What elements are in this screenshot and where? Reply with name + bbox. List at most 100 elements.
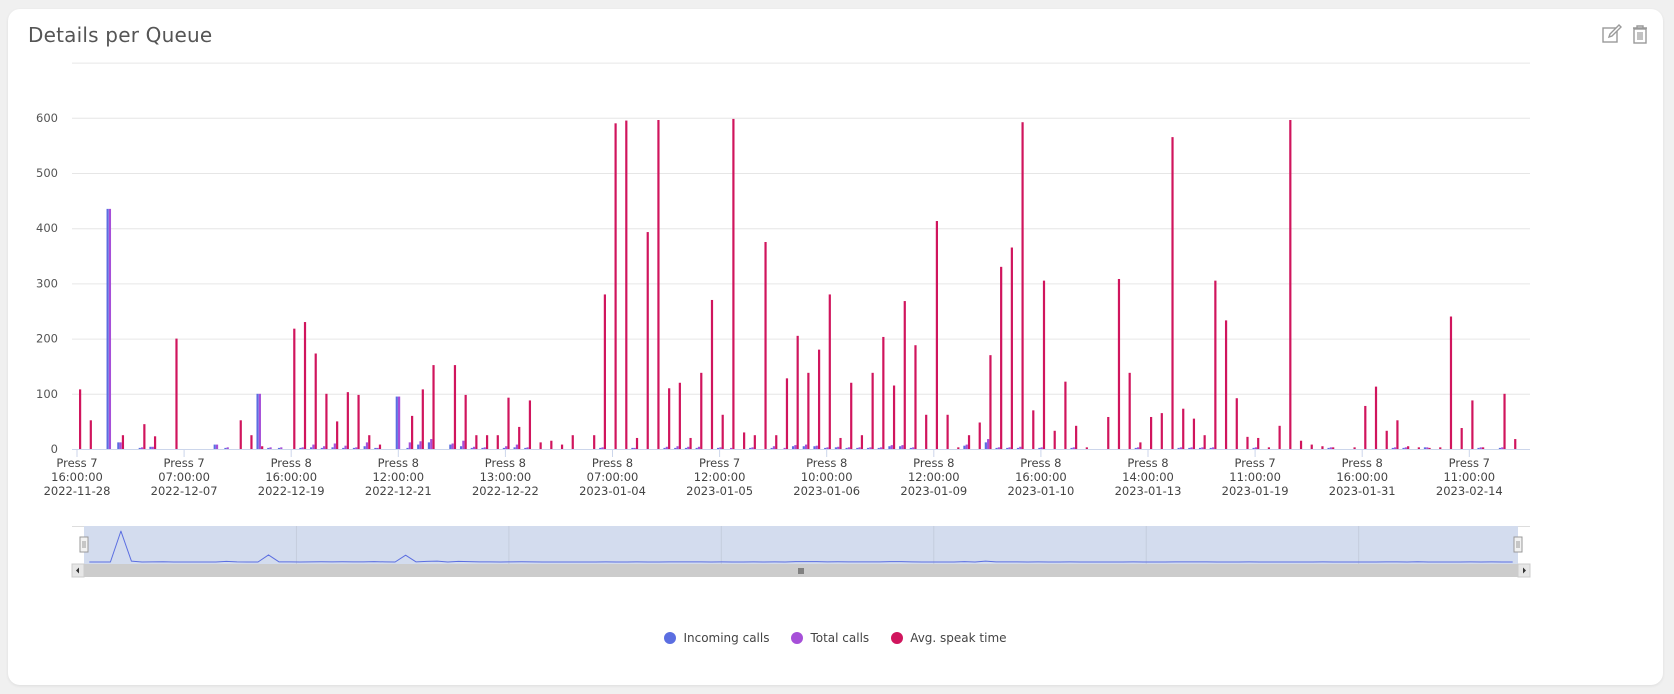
bar-total-calls[interactable] <box>1394 447 1397 449</box>
bar-total-calls[interactable] <box>323 446 326 449</box>
bar-total-calls[interactable] <box>430 439 433 449</box>
bar-avg-speak-time[interactable] <box>743 432 746 449</box>
bar-avg-speak-time[interactable] <box>753 435 756 449</box>
bar-total-calls[interactable] <box>1179 447 1183 449</box>
bar-total-calls[interactable] <box>483 447 486 449</box>
bar-total-calls[interactable] <box>226 447 229 449</box>
bar-avg-speak-time[interactable] <box>892 385 896 449</box>
bar-avg-speak-time[interactable] <box>1192 418 1196 449</box>
bar-avg-speak-time[interactable] <box>475 435 478 449</box>
bar-avg-speak-time[interactable] <box>336 421 339 449</box>
bar-avg-speak-time[interactable] <box>957 447 960 449</box>
bar-incoming-calls[interactable] <box>1016 447 1020 449</box>
bar-avg-speak-time[interactable] <box>785 378 789 449</box>
trash-icon[interactable] <box>1629 23 1651 45</box>
bar-avg-speak-time[interactable] <box>1042 280 1046 449</box>
bar-avg-speak-time[interactable] <box>625 120 628 449</box>
bar-avg-speak-time[interactable] <box>571 435 574 449</box>
bar-avg-speak-time[interactable] <box>807 372 810 449</box>
bar-total-calls[interactable] <box>719 447 722 449</box>
bar-avg-speak-time[interactable] <box>657 120 660 450</box>
bar-incoming-calls[interactable] <box>417 444 420 449</box>
bar-total-calls[interactable] <box>280 447 283 449</box>
bar-total-calls[interactable] <box>258 393 261 449</box>
bar-incoming-calls[interactable] <box>631 447 634 449</box>
bar-incoming-calls[interactable] <box>352 447 356 449</box>
bar-avg-speak-time[interactable] <box>528 400 532 449</box>
bar-avg-speak-time[interactable] <box>1182 408 1185 449</box>
bar-incoming-calls[interactable] <box>213 444 216 449</box>
bar-avg-speak-time[interactable] <box>1150 416 1153 449</box>
bar-incoming-calls[interactable] <box>824 447 827 449</box>
bar-incoming-calls[interactable] <box>481 447 484 449</box>
bar-avg-speak-time[interactable] <box>903 301 906 449</box>
legend-item-avg[interactable]: Avg. speak time <box>891 631 1007 645</box>
bar-incoming-calls[interactable] <box>256 393 259 449</box>
bar-avg-speak-time[interactable] <box>1471 400 1474 449</box>
bar-total-calls[interactable] <box>751 447 754 449</box>
bar-avg-speak-time[interactable] <box>978 422 981 449</box>
bar-incoming-calls[interactable] <box>1188 447 1191 449</box>
scroll-left-button[interactable] <box>71 563 85 578</box>
bar-incoming-calls[interactable] <box>1477 447 1480 449</box>
bar-incoming-calls[interactable] <box>674 447 677 449</box>
bar-incoming-calls[interactable] <box>1402 447 1405 449</box>
bar-incoming-calls[interactable] <box>310 447 313 449</box>
bar-incoming-calls[interactable] <box>331 447 334 449</box>
bar-avg-speak-time[interactable] <box>1310 444 1313 449</box>
bar-avg-speak-time[interactable] <box>871 372 874 449</box>
bar-incoming-calls[interactable] <box>459 446 463 449</box>
bar-avg-speak-time[interactable] <box>1460 428 1463 449</box>
bar-incoming-calls[interactable] <box>1198 447 1202 449</box>
bar-incoming-calls[interactable] <box>695 447 698 449</box>
bar-total-calls[interactable] <box>515 444 519 449</box>
bar-incoming-calls[interactable] <box>277 447 281 449</box>
bar-avg-speak-time[interactable] <box>1503 393 1506 449</box>
bar-avg-speak-time[interactable] <box>925 414 928 449</box>
bar-total-calls[interactable] <box>1329 447 1332 449</box>
navigator-selection[interactable] <box>84 526 1518 564</box>
bar-avg-speak-time[interactable] <box>850 382 853 449</box>
bar-avg-speak-time[interactable] <box>411 415 414 449</box>
bar-incoming-calls[interactable] <box>909 447 912 449</box>
bar-incoming-calls[interactable] <box>749 447 752 449</box>
bar-total-calls[interactable] <box>462 440 465 449</box>
bar-avg-speak-time[interactable] <box>678 382 681 449</box>
bar-avg-speak-time[interactable] <box>496 435 499 449</box>
bar-incoming-calls[interactable] <box>1070 447 1073 449</box>
bar-incoming-calls[interactable] <box>599 447 602 449</box>
bar-avg-speak-time[interactable] <box>453 365 457 449</box>
bar-total-calls[interactable] <box>1019 446 1022 449</box>
bar-incoming-calls[interactable] <box>1391 447 1394 449</box>
bar-avg-speak-time[interactable] <box>1417 447 1420 449</box>
bar-total-calls[interactable] <box>826 447 829 449</box>
bar-total-calls[interactable] <box>697 446 701 449</box>
bar-avg-speak-time[interactable] <box>764 242 767 449</box>
bar-incoming-calls[interactable] <box>1177 447 1180 449</box>
bar-total-calls[interactable] <box>1426 447 1429 449</box>
bar-total-calls[interactable] <box>901 445 904 449</box>
bar-avg-speak-time[interactable] <box>946 414 949 449</box>
bar-avg-speak-time[interactable] <box>1514 439 1517 449</box>
bar-avg-speak-time[interactable] <box>1139 442 1142 449</box>
bar-total-calls[interactable] <box>119 442 122 449</box>
bar-total-calls[interactable] <box>301 447 304 449</box>
bar-total-calls[interactable] <box>505 446 508 449</box>
bar-incoming-calls[interactable] <box>963 445 966 449</box>
bar-avg-speak-time[interactable] <box>539 442 542 449</box>
bar-avg-speak-time[interactable] <box>1000 266 1003 449</box>
bar-incoming-calls[interactable] <box>1006 447 1009 449</box>
edit-icon[interactable] <box>1601 23 1623 45</box>
bar-total-calls[interactable] <box>376 447 379 449</box>
bar-avg-speak-time[interactable] <box>346 392 349 449</box>
bar-incoming-calls[interactable] <box>502 447 505 449</box>
bar-avg-speak-time[interactable] <box>1482 447 1485 449</box>
bar-incoming-calls[interactable] <box>888 446 891 449</box>
bar-avg-speak-time[interactable] <box>1385 430 1388 449</box>
bar-avg-speak-time[interactable] <box>121 435 125 449</box>
bar-total-calls[interactable] <box>215 444 219 449</box>
bar-total-calls[interactable] <box>869 447 872 449</box>
bar-avg-speak-time[interactable] <box>1428 447 1431 449</box>
bar-incoming-calls[interactable] <box>1038 447 1041 449</box>
bar-avg-speak-time[interactable] <box>1064 381 1067 449</box>
